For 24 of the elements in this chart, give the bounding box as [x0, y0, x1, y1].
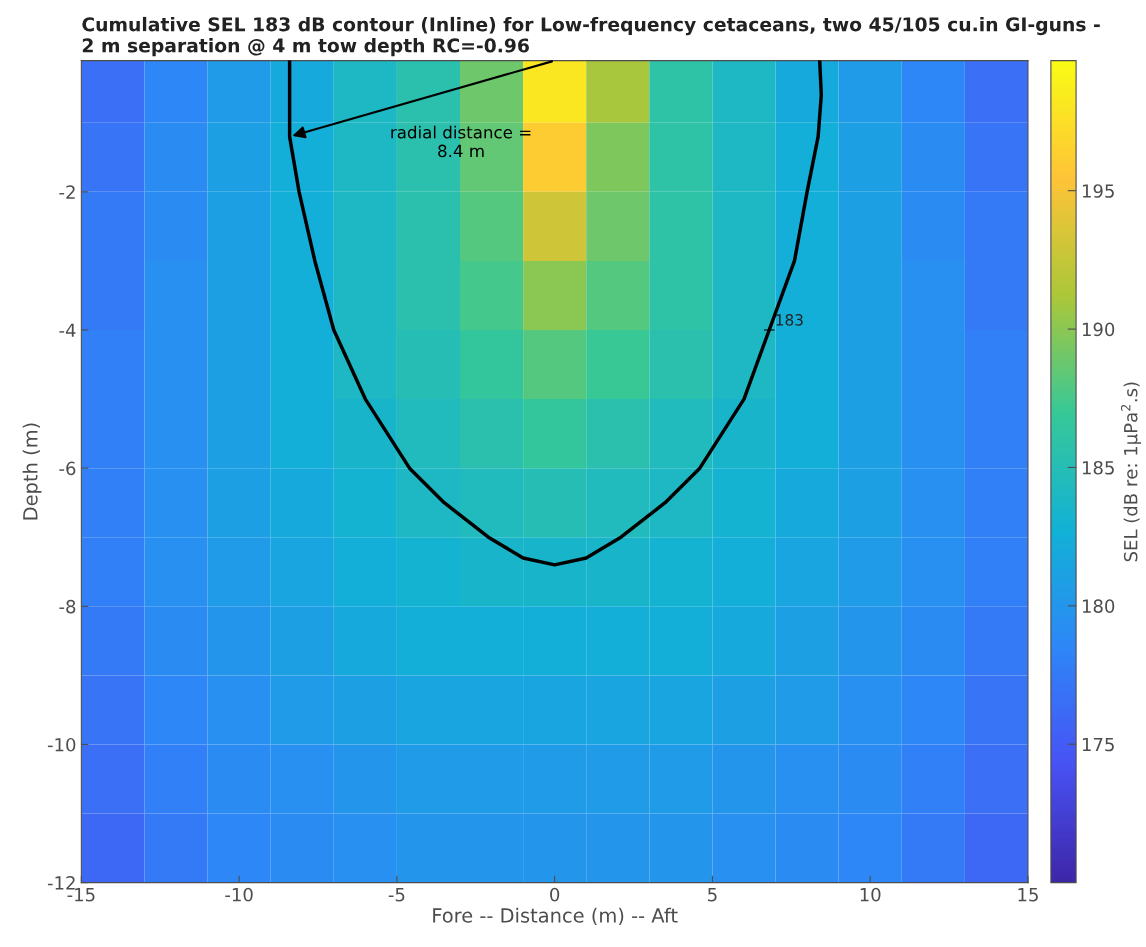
- x-tick-label: 15: [1018, 888, 1038, 902]
- x-tick-label: -10: [225, 887, 253, 902]
- y-tick-label: -2: [59, 185, 75, 199]
- color-bar-label: 195: [1082, 184, 1114, 198]
- x-tick-label: -15: [67, 888, 95, 902]
- y-tick-label: -10: [47, 737, 76, 752]
- color-bar-title: SEL (dB re: 1μPa$^{2}$.s): [1120, 382, 1142, 562]
- x-tick-label: 0: [550, 887, 560, 902]
- y-tick-label: -12: [47, 876, 75, 890]
- chart-title: Cumulative SEL 183 dB contour (Inline) for Low-frequency cetaceans, two 45/105 cu.in GI-guns - 2 m separation @ 4 m tow depth RC=-0.96: [82, 16, 1100, 57]
- y-axis-title: Depth (m): [22, 423, 42, 520]
- x-tick-label: 10: [860, 887, 881, 902]
- x-tick-label: -5: [388, 888, 405, 902]
- annotation: 183: [776, 314, 803, 326]
- y-tick-label: -8: [59, 599, 76, 614]
- color-bar-label: 185: [1082, 460, 1114, 475]
- x-tick-label: 5: [708, 888, 717, 902]
- y-tick-label: -6: [59, 461, 76, 476]
- y-tick-label: -4: [59, 323, 76, 337]
- color-bar-label: 175: [1082, 737, 1114, 752]
- x-axis-title: Fore -- Distance (m) -- Aft: [433, 907, 678, 926]
- color-bar-label: 180: [1082, 599, 1115, 613]
- color-bar-label: 190: [1082, 322, 1115, 337]
- line-series: [287, 60, 824, 567]
